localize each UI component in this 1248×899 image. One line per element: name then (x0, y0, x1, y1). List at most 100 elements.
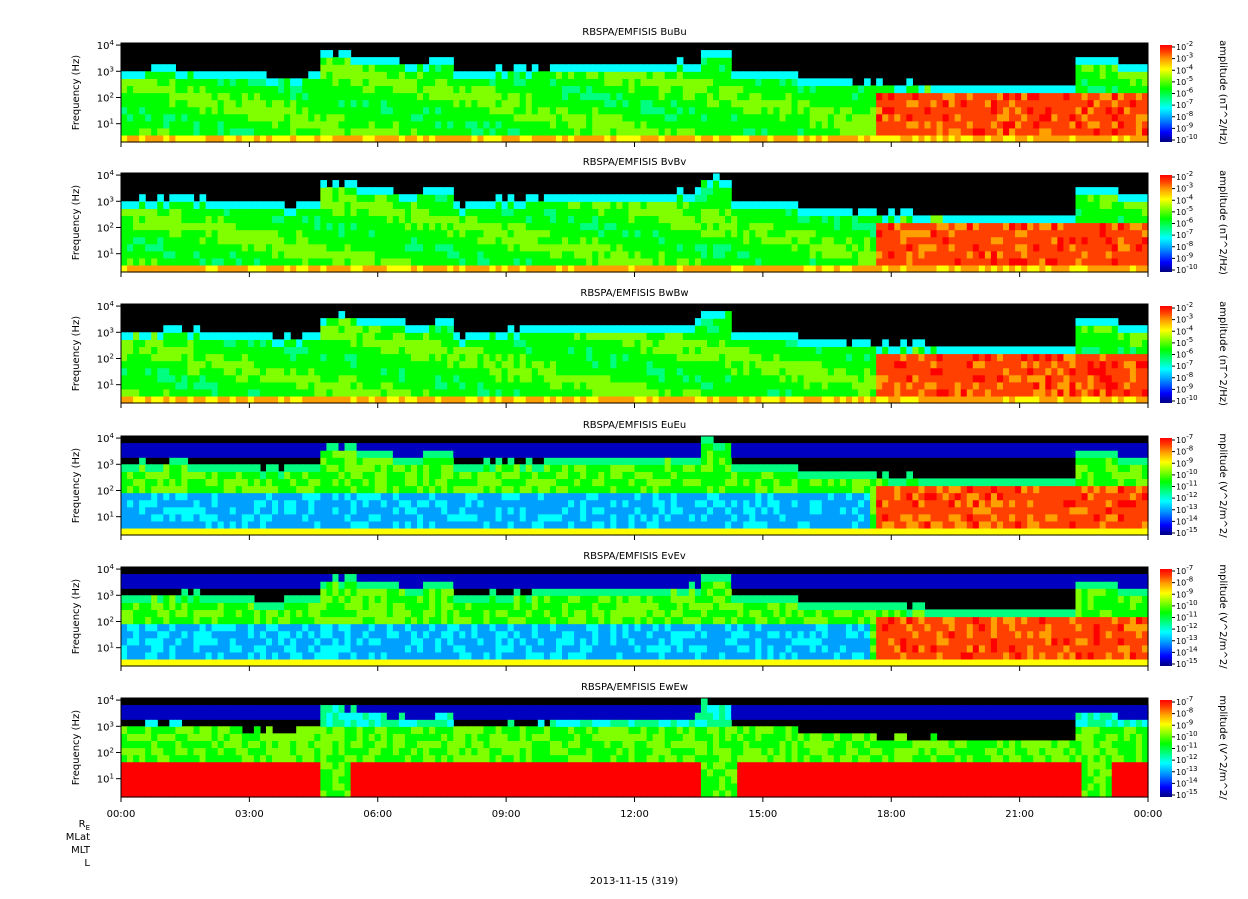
spectrogram-cell (743, 127, 750, 136)
spectrogram-cell (936, 360, 944, 369)
spectrogram-cell (688, 85, 696, 94)
spectrogram-cell (586, 388, 593, 397)
spectrogram-cell (151, 113, 158, 122)
spectrogram-cell (253, 367, 261, 376)
spectrogram-cell (706, 332, 714, 340)
spectrogram-cell (507, 346, 515, 355)
spectrogram-cell (386, 71, 394, 79)
spectrogram-cell (314, 92, 321, 101)
spectrogram-cell (815, 134, 823, 143)
spectrogram-cell (1117, 99, 1125, 108)
spectrogram-cell (1087, 78, 1095, 87)
spectrogram-cell (737, 92, 744, 101)
spectrogram-cell (404, 99, 412, 108)
spectrogram-cell (362, 395, 370, 404)
spectrogram-cell (882, 127, 889, 136)
spectrogram-cell (453, 78, 460, 87)
spectrogram-cell (398, 346, 406, 355)
spectrogram-cell (706, 374, 714, 383)
spectrogram-cell (259, 250, 267, 259)
spectrogram-cell (1141, 85, 1149, 94)
spectrogram-cell (972, 222, 980, 231)
spectrogram-cell (423, 264, 430, 273)
spectrogram-cell (320, 71, 327, 79)
spectrogram-cell (410, 360, 418, 369)
spectrogram-cell (133, 92, 140, 101)
spectrogram-cell (374, 374, 382, 383)
spectrogram-cell (640, 257, 648, 266)
spectrogram-cell (380, 374, 388, 383)
spectrogram-cell (767, 346, 775, 355)
spectrogram-cell (719, 50, 726, 58)
spectrogram-cell (990, 113, 998, 122)
spectrogram-cell (368, 134, 376, 143)
spectrogram-cell (918, 339, 926, 348)
spectrogram-cell (151, 374, 158, 383)
spectrogram-cell (163, 250, 170, 259)
spectrogram-cell (706, 106, 714, 115)
spectrogram-cell (169, 243, 176, 252)
spectrogram-cell (217, 360, 225, 369)
spectrogram-cell (368, 99, 376, 108)
spectrogram-cell (761, 99, 769, 108)
spectrogram-cell (797, 257, 805, 266)
spectrogram-cell (326, 78, 334, 87)
spectrogram-cell (646, 374, 654, 383)
spectrogram-cell (706, 64, 714, 72)
spectrogram-cell (948, 250, 956, 259)
spectrogram-cell (628, 229, 636, 238)
spectrogram-cell (1093, 250, 1101, 259)
spectrogram-cell (302, 229, 309, 238)
spectrogram-cell (404, 236, 412, 245)
spectrogram-cell (441, 264, 448, 273)
spectrogram-cell (755, 367, 762, 376)
spectrogram-cell (773, 127, 781, 136)
spectrogram-cell (435, 250, 442, 259)
spectrogram-cell (187, 229, 195, 238)
spectrogram-cell (199, 264, 207, 273)
spectrogram-cell (900, 381, 907, 390)
spectrogram-cell (1045, 113, 1052, 122)
spectrogram-cell (477, 85, 485, 94)
spectrogram-cell (308, 106, 315, 115)
spectrogram-cell (259, 264, 267, 273)
spectrogram-cell (356, 381, 364, 390)
spectrogram-cell (1081, 106, 1089, 115)
spectrogram-cell (549, 134, 557, 143)
spectrogram-cell (858, 367, 865, 376)
spectrogram-cell (543, 236, 551, 245)
spectrogram-cell (978, 250, 986, 259)
spectrogram-cell (773, 332, 781, 340)
spectrogram-cell (634, 99, 642, 108)
spectrogram-cell (483, 229, 491, 238)
spectrogram-cell (127, 374, 134, 383)
spectrogram-cell (719, 229, 726, 238)
spectrogram-cell (525, 381, 533, 390)
spectrogram-cell (296, 243, 303, 252)
spectrogram-cell (966, 360, 974, 369)
spectrogram-cell (725, 71, 732, 79)
spectrogram-cell (809, 85, 817, 94)
spectrogram-cell (253, 215, 261, 224)
spectrogram-cell (332, 325, 340, 333)
spectrogram-cell (531, 339, 539, 348)
spectrogram-cell (253, 381, 261, 390)
spectrogram-cell (706, 346, 714, 355)
spectrogram-cell (1015, 229, 1022, 238)
spectrogram-cell (308, 395, 315, 404)
spectrogram-cell (495, 236, 503, 245)
spectrogram-cell (235, 339, 243, 348)
spectrogram-cell (127, 215, 134, 224)
spectrogram-cell (749, 92, 756, 101)
spectrogram-cell (743, 134, 750, 143)
spectrogram-cell (876, 346, 883, 355)
spectrogram-cell (519, 64, 527, 72)
spectrogram-cell (809, 134, 817, 143)
spectrogram-cell (960, 243, 968, 252)
spectrogram-cell (235, 85, 243, 94)
spectrogram-cell (332, 64, 340, 72)
spectrogram-cell (574, 106, 581, 115)
spectrogram-cell (423, 134, 430, 143)
spectrogram-cell (435, 381, 442, 390)
spectrogram-cell (1135, 106, 1143, 115)
